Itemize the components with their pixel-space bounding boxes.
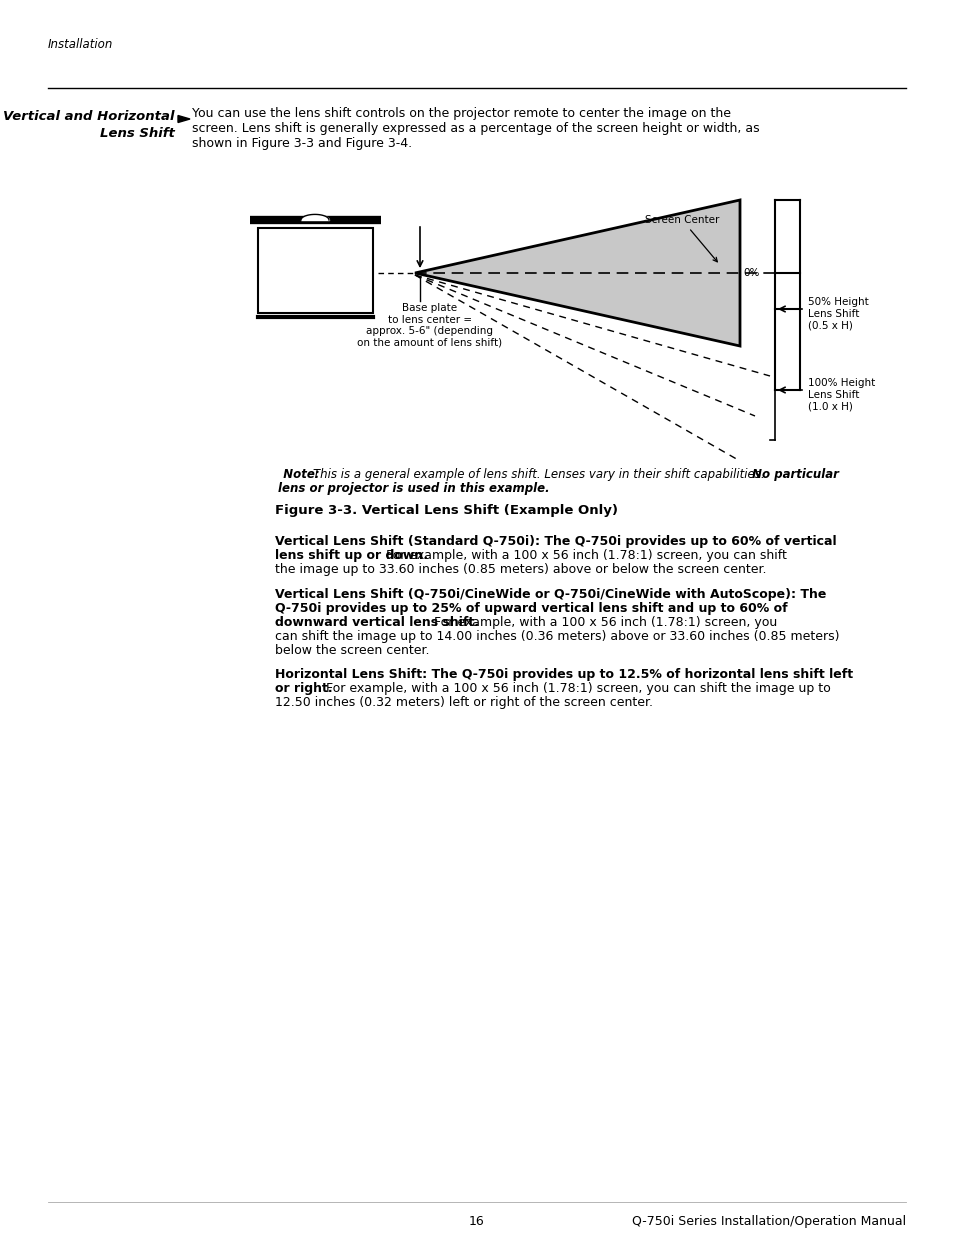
Text: Vertical Lens Shift (Q-750i/CineWide or Q-750i/CineWide with AutoScope): The: Vertical Lens Shift (Q-750i/CineWide or … — [274, 588, 825, 601]
Text: 50% Height
Lens Shift
(0.5 x H): 50% Height Lens Shift (0.5 x H) — [807, 296, 868, 330]
Text: Figure 3-3. Vertical Lens Shift (Example Only): Figure 3-3. Vertical Lens Shift (Example… — [274, 504, 618, 517]
Text: For example, with a 100 x 56 inch (1.78:1) screen, you can shift the image up to: For example, with a 100 x 56 inch (1.78:… — [322, 682, 830, 695]
Text: This is a general example of lens shift. Lenses vary in their shift capabilities: This is a general example of lens shift.… — [313, 468, 763, 480]
Text: can shift the image up to 14.00 inches (0.36 meters) above or 33.60 inches (0.85: can shift the image up to 14.00 inches (… — [274, 630, 839, 643]
Text: No particular: No particular — [747, 468, 838, 480]
Text: Vertical Lens Shift (Standard Q-750i): The Q-750i provides up to 60% of vertical: Vertical Lens Shift (Standard Q-750i): T… — [274, 535, 836, 548]
Text: screen. Lens shift is generally expressed as a percentage of the screen height o: screen. Lens shift is generally expresse… — [192, 122, 759, 135]
Text: Note:: Note: — [274, 468, 319, 480]
Text: Lens Shift: Lens Shift — [100, 127, 174, 140]
Text: 100% Height
Lens Shift
(1.0 x H): 100% Height Lens Shift (1.0 x H) — [807, 378, 874, 411]
Text: lens or projector is used in this example.: lens or projector is used in this exampl… — [277, 482, 549, 495]
Text: You can use the lens shift controls on the projector remote to center the image : You can use the lens shift controls on t… — [192, 107, 730, 120]
Text: lens shift up or down.: lens shift up or down. — [274, 550, 428, 562]
Text: Q-750i provides up to 25% of upward vertical lens shift and up to 60% of: Q-750i provides up to 25% of upward vert… — [274, 601, 787, 615]
Text: downward vertical lens shift.: downward vertical lens shift. — [274, 616, 478, 629]
Polygon shape — [178, 116, 190, 122]
Text: 12.50 inches (0.32 meters) left or right of the screen center.: 12.50 inches (0.32 meters) left or right… — [274, 697, 652, 709]
Text: below the screen center.: below the screen center. — [274, 643, 429, 657]
Text: Installation: Installation — [48, 38, 113, 51]
Text: Vertical and Horizontal: Vertical and Horizontal — [4, 110, 174, 124]
Polygon shape — [415, 200, 740, 346]
Text: the image up to 33.60 inches (0.85 meters) above or below the screen center.: the image up to 33.60 inches (0.85 meter… — [274, 563, 765, 576]
Text: Q-750i Series Installation/Operation Manual: Q-750i Series Installation/Operation Man… — [631, 1215, 905, 1228]
Text: 16: 16 — [469, 1215, 484, 1228]
Text: Screen Center: Screen Center — [644, 215, 719, 262]
Text: For example, with a 100 x 56 inch (1.78:1) screen, you can shift: For example, with a 100 x 56 inch (1.78:… — [381, 550, 786, 562]
Text: 0%: 0% — [742, 268, 759, 278]
Bar — [257, 228, 373, 312]
Text: For example, with a 100 x 56 inch (1.78:1) screen, you: For example, with a 100 x 56 inch (1.78:… — [430, 616, 777, 629]
Text: Base plate
to lens center =
approx. 5-6" (depending
on the amount of lens shift): Base plate to lens center = approx. 5-6"… — [357, 303, 502, 348]
Text: Horizontal Lens Shift: The Q-750i provides up to 12.5% of horizontal lens shift : Horizontal Lens Shift: The Q-750i provid… — [274, 668, 852, 680]
Text: shown in Figure 3-3 and Figure 3-4.: shown in Figure 3-3 and Figure 3-4. — [192, 137, 412, 149]
Text: or right.: or right. — [274, 682, 333, 695]
